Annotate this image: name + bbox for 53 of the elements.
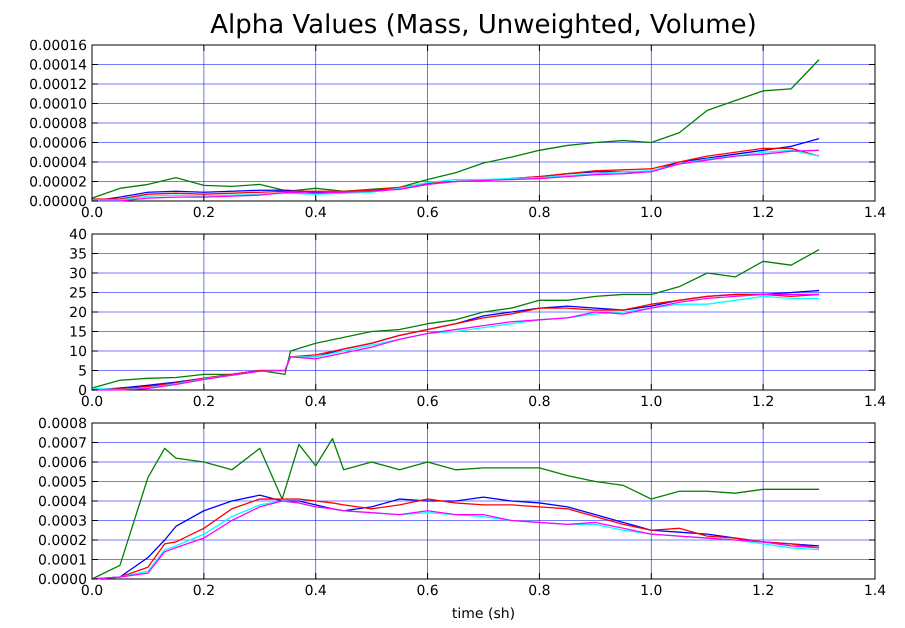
x-tick-label: 0.8 [528, 394, 551, 410]
y-tick-label: 30 [69, 266, 87, 282]
y-tick-label: 5 [78, 363, 87, 380]
x-tick-label: 1.4 [864, 205, 886, 221]
y-tick-label: 0.0003 [38, 513, 87, 530]
y-tick-label: 0.00008 [29, 116, 87, 132]
x-axis-title: time (sh) [452, 606, 516, 622]
x-tick-label: 0.0 [80, 394, 104, 410]
y-tick-label: 0.00016 [29, 38, 88, 54]
y-tick-label: 20 [69, 304, 87, 321]
x-tick-label: 0.2 [192, 205, 215, 221]
y-tick-label: 0.00012 [29, 76, 87, 93]
x-tick-label: 1.0 [640, 583, 662, 599]
y-tick-label: 0.0007 [38, 435, 87, 452]
x-tick-label: 0.0 [80, 205, 104, 221]
y-tick-label: 0.00002 [29, 174, 87, 190]
x-tick-label: 0.6 [416, 583, 439, 599]
y-tick-label: 0.00014 [29, 57, 88, 74]
x-tick-label: 0.4 [304, 205, 327, 221]
x-tick-label: 0.8 [528, 205, 551, 221]
line-series [91, 58, 820, 199]
y-tick-label: 25 [69, 285, 87, 302]
y-tick-label: 40 [69, 226, 87, 243]
y-tick-label: 0.00006 [29, 135, 88, 152]
line-series [91, 248, 820, 389]
chart-title: Alpha Values (Mass, Unweighted, Volume) [210, 10, 757, 40]
y-tick-label: 35 [69, 246, 87, 262]
y-tick-label: 0.0008 [38, 416, 87, 432]
x-tick-label: 0.8 [528, 583, 551, 599]
y-tick-label: 0.00010 [29, 96, 87, 112]
y-tick-label: 0.0002 [38, 532, 87, 549]
x-tick-label: 1.2 [752, 205, 774, 221]
y-tick-label: 0.0004 [38, 494, 88, 510]
y-tick-label: 15 [69, 324, 87, 340]
y-tick-label: 0.0005 [38, 474, 87, 490]
x-tick-label: 0.2 [192, 583, 215, 599]
y-tick-label: 0.00004 [29, 154, 88, 171]
x-tick-label: 0.4 [304, 394, 327, 410]
line-series [91, 438, 820, 580]
x-tick-label: 0.2 [192, 394, 215, 410]
y-tick-label: 0.0006 [38, 454, 88, 471]
x-tick-label: 1.0 [640, 394, 662, 410]
x-tick-label: 1.4 [864, 583, 886, 599]
x-tick-label: 1.2 [752, 583, 774, 599]
x-tick-label: 1.2 [752, 394, 774, 410]
x-tick-label: 1.0 [640, 205, 662, 221]
y-tick-label: 0.0001 [38, 552, 87, 568]
x-tick-label: 1.4 [864, 394, 886, 410]
x-tick-label: 0.4 [304, 583, 327, 599]
x-tick-label: 0.0 [80, 583, 104, 599]
x-tick-label: 0.6 [416, 394, 439, 410]
x-tick-label: 0.6 [416, 205, 439, 221]
y-tick-label: 10 [69, 344, 87, 360]
